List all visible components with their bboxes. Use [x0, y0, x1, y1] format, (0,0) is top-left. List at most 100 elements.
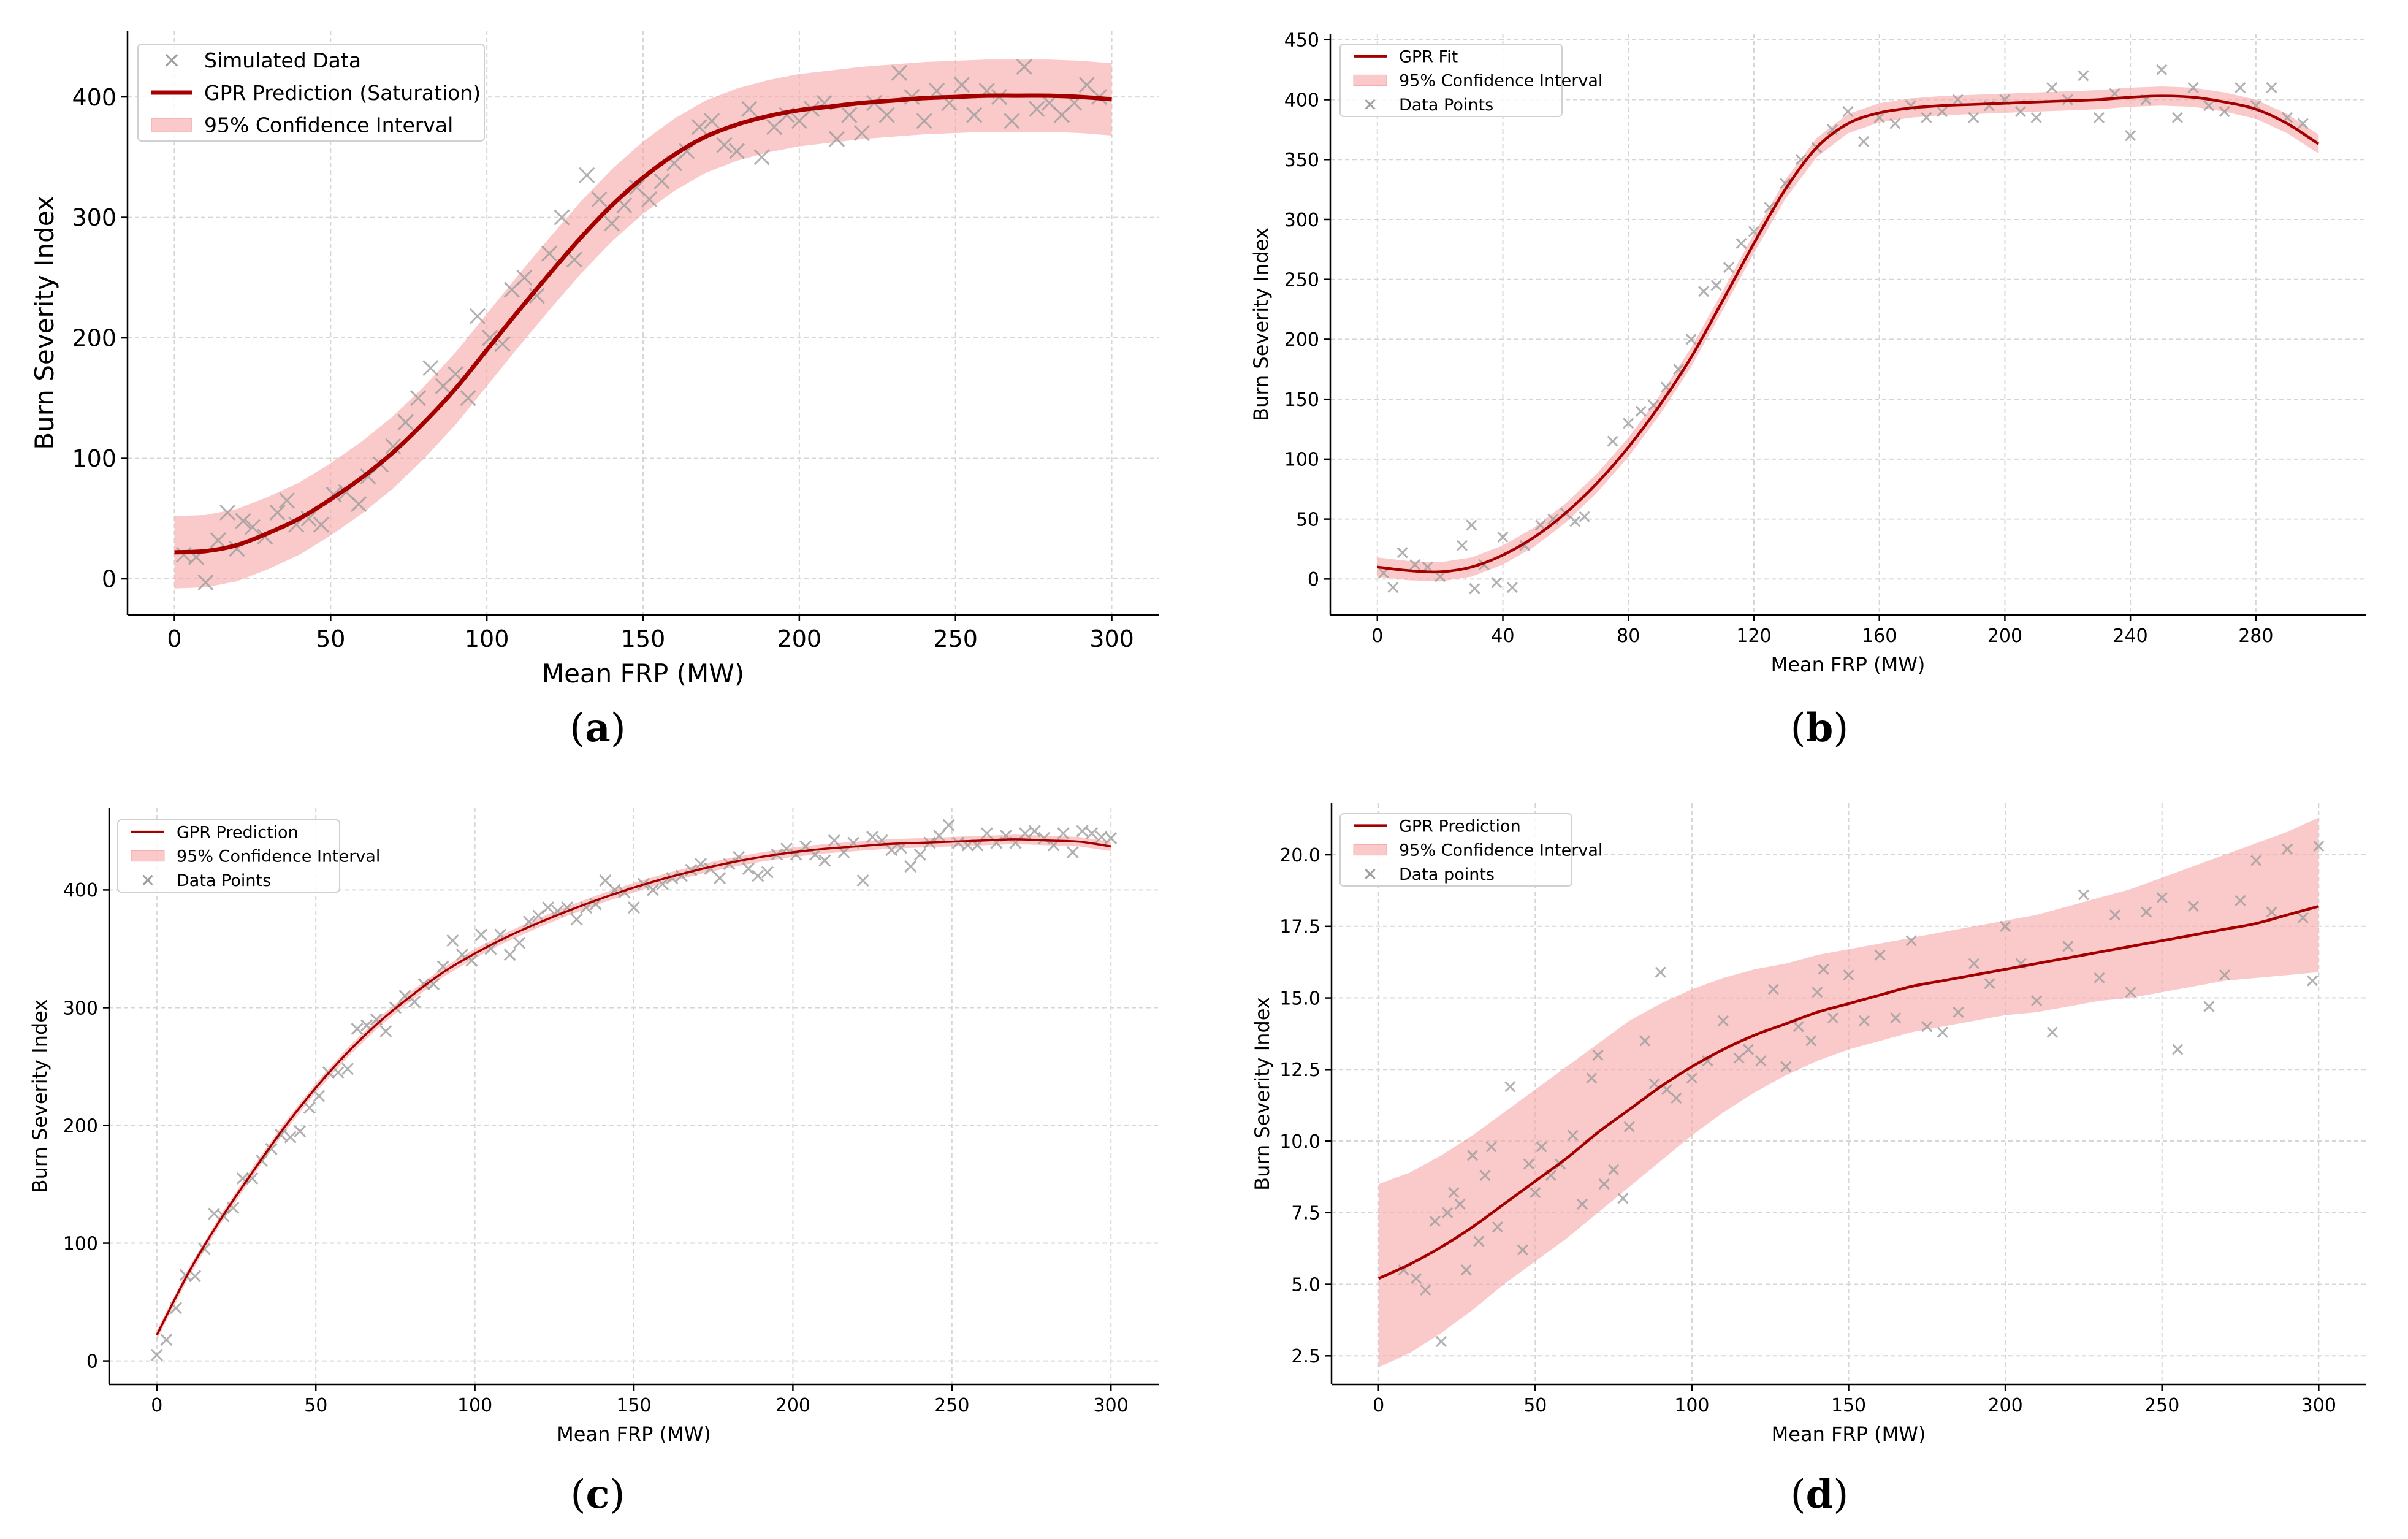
- data-point: [160, 1333, 173, 1346]
- data-point: [1617, 1193, 1629, 1204]
- data-point: [818, 854, 831, 867]
- data-point: [1485, 1141, 1497, 1153]
- data-point: [460, 390, 476, 407]
- data-point: [1479, 1170, 1491, 1182]
- data-point: [1702, 1055, 1713, 1067]
- data-point: [1053, 107, 1070, 123]
- legend-band-key: [131, 850, 165, 862]
- data-point: [446, 934, 459, 947]
- legend-label: GPR Prediction: [177, 823, 299, 842]
- data-point: [685, 863, 698, 876]
- data-point: [828, 834, 840, 847]
- data-point: [1874, 949, 1886, 961]
- y-tick-label: 200: [72, 325, 116, 352]
- data-point: [1742, 1044, 1754, 1055]
- data-point: [1608, 1164, 1620, 1175]
- data-point: [599, 874, 612, 887]
- data-point: [1460, 1264, 1472, 1276]
- data-point: [1827, 1012, 1839, 1024]
- data-point: [1818, 963, 1829, 975]
- data-point: [942, 819, 955, 831]
- data-point: [513, 936, 526, 949]
- legend-label: Data Points: [1399, 96, 1493, 115]
- data-point: [1085, 827, 1099, 840]
- x-tick-label: 250: [933, 625, 978, 652]
- y-tick-label: 450: [1284, 30, 1319, 52]
- data-point: [2235, 895, 2246, 906]
- data-point: [980, 827, 993, 840]
- y-tick-label: 200: [63, 1115, 98, 1137]
- legend-point-key: [142, 874, 153, 885]
- y-axis-label: Burn Severity Index: [1251, 997, 1274, 1191]
- x-tick-label: 100: [457, 1395, 492, 1416]
- caption-a: (a): [570, 705, 626, 751]
- confidence-band: [1377, 86, 2319, 582]
- x-tick-label: 250: [2144, 1395, 2179, 1416]
- data-point: [1755, 1055, 1767, 1067]
- data-point: [2297, 118, 2309, 129]
- data-point: [410, 390, 427, 407]
- data-point: [1038, 831, 1051, 844]
- data-point: [2093, 112, 2105, 123]
- y-tick-label: 400: [72, 84, 116, 111]
- data-point: [2187, 82, 2199, 94]
- data-point: [2172, 1044, 2184, 1055]
- data-point: [2203, 100, 2215, 112]
- data-point: [332, 1066, 345, 1079]
- legend-label: 95% Confidence Interval: [177, 847, 380, 866]
- y-tick-label: 15.0: [1279, 988, 1320, 1009]
- data-point: [1812, 987, 1823, 998]
- x-axis-label: Mean FRP (MW): [1772, 1423, 1926, 1446]
- data-point: [351, 1022, 364, 1036]
- chart-panel-a: 0 50 100 150 200 250 300 0 100 200 300 400 Mean FRP …: [0, 0, 1204, 770]
- y-tick-label: 350: [1284, 150, 1319, 171]
- data-point: [589, 898, 602, 911]
- data-point: [2125, 987, 2136, 998]
- data-points: [1377, 64, 2309, 595]
- data-point: [1723, 262, 1735, 273]
- data-point: [435, 378, 451, 394]
- data-point: [628, 179, 645, 196]
- data-point: [1422, 561, 1433, 573]
- data-point: [2282, 843, 2293, 855]
- data-point: [1686, 1072, 1697, 1084]
- data-point: [603, 215, 620, 232]
- data-point: [761, 866, 774, 879]
- data-point: [570, 913, 583, 926]
- x-tick-label: 150: [1831, 1395, 1866, 1416]
- x-tick-label: 100: [1674, 1395, 1709, 1416]
- x-tick-label: 150: [616, 1395, 651, 1416]
- legend-band-key: [1353, 74, 1387, 86]
- data-point: [1029, 101, 1045, 117]
- data-point: [1567, 1129, 1579, 1141]
- x-axis-label: Mean FRP (MW): [557, 1423, 711, 1446]
- data-point: [1937, 1026, 1948, 1038]
- y-tick-label: 7.5: [1291, 1203, 1320, 1224]
- data-point: [2219, 105, 2230, 118]
- data-point: [197, 574, 214, 591]
- y-axis-label: Burn Severity Index: [29, 196, 59, 449]
- data-point: [1410, 1273, 1422, 1285]
- data-point: [1004, 113, 1020, 129]
- data-point: [370, 1013, 383, 1026]
- y-tick-label: 0: [1308, 569, 1319, 590]
- data-point: [1396, 547, 1408, 559]
- data-point: [1671, 1092, 1682, 1104]
- caption-d: (d): [1790, 1472, 1849, 1518]
- data-point: [313, 1090, 326, 1102]
- x-tick-label: 240: [2113, 625, 2148, 647]
- legend-label: Simulated Data: [204, 48, 361, 72]
- data-point: [1454, 1198, 1466, 1210]
- data-point: [627, 901, 641, 914]
- data-point: [714, 872, 726, 885]
- data-point: [704, 113, 720, 129]
- data-point: [1019, 827, 1032, 840]
- data-point: [1456, 540, 1468, 551]
- x-tick-label: 50: [304, 1395, 327, 1416]
- data-point: [913, 848, 926, 861]
- legend-label: 95% Confidence Interval: [204, 113, 453, 137]
- x-tick-label: 0: [167, 625, 181, 652]
- data-point: [1377, 567, 1390, 579]
- x-tick-label: 300: [1094, 1395, 1129, 1416]
- data-point: [1921, 112, 1932, 123]
